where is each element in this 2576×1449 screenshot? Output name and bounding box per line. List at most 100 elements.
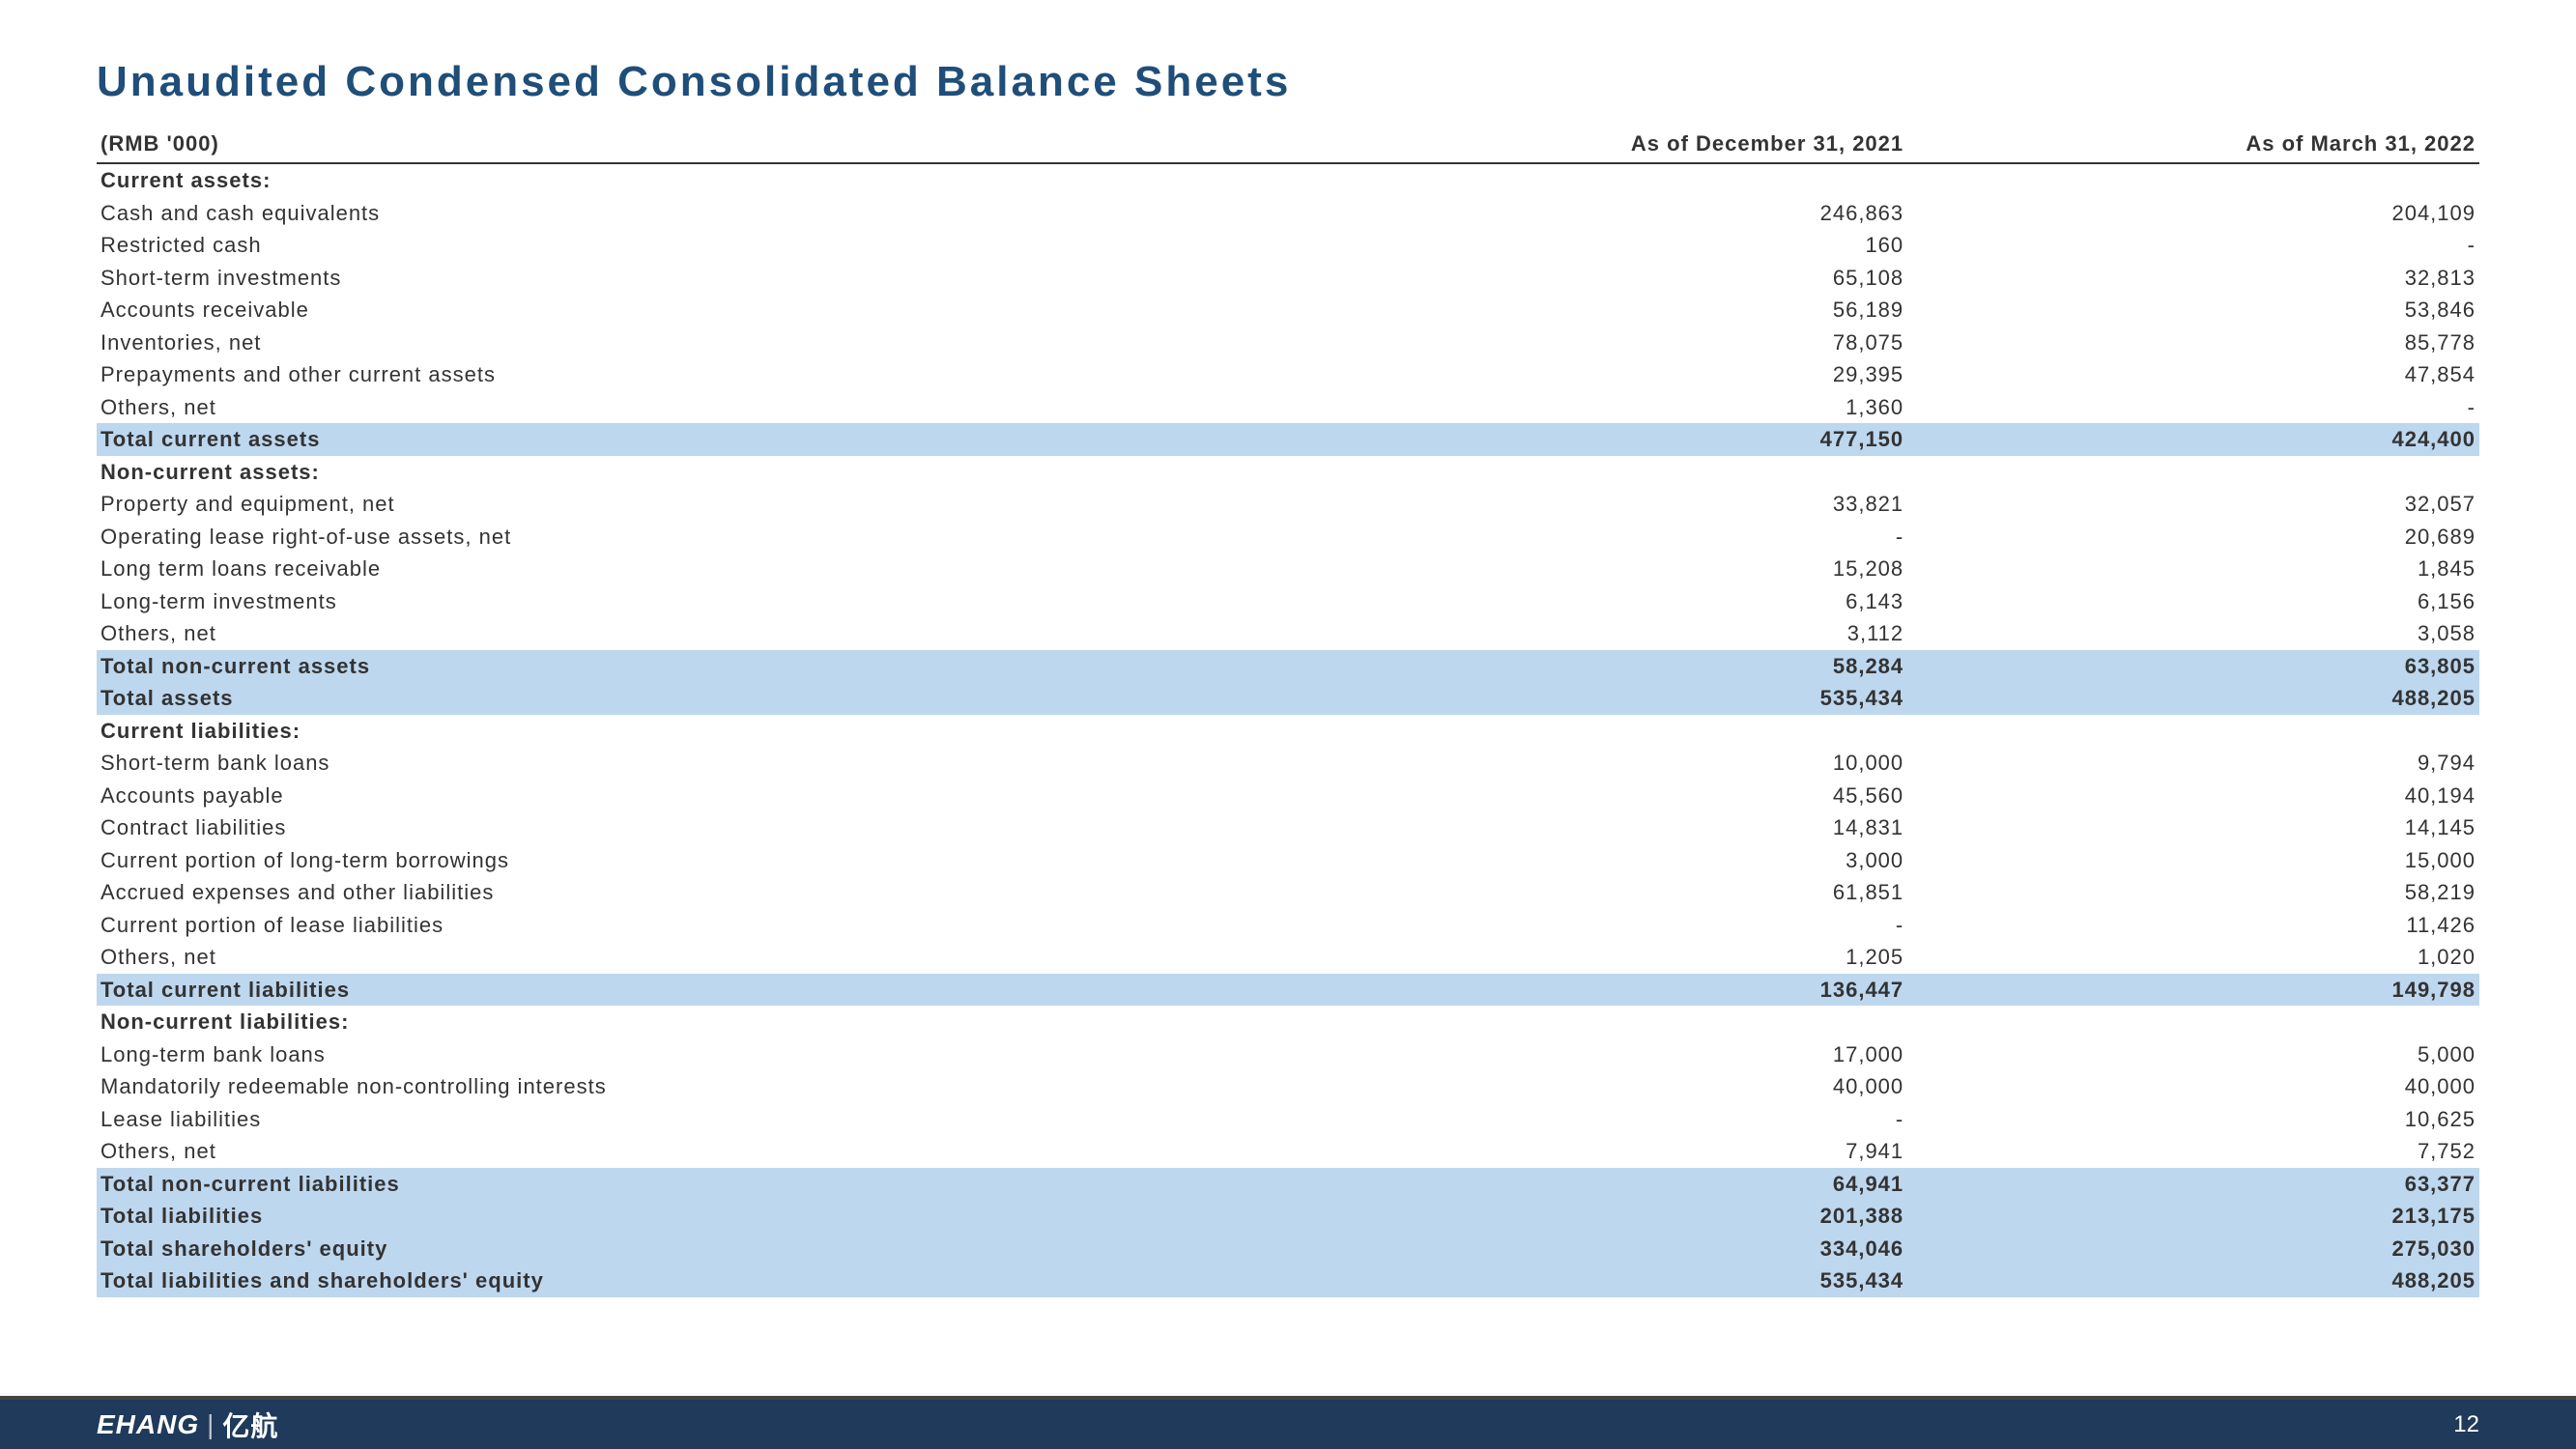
row-value-1: 3,112 — [1335, 617, 1907, 650]
table-row: Long-term bank loans17,0005,000 — [97, 1038, 2479, 1071]
brand-logo: EHANG | 亿航 — [97, 1406, 278, 1444]
row-value-1: 246,863 — [1335, 197, 1907, 230]
row-value-1: 15,208 — [1335, 553, 1907, 585]
row-value-1 — [1335, 163, 1907, 197]
row-value-1: - — [1335, 521, 1907, 554]
table-row: Accrued expenses and other liabilities61… — [97, 876, 2479, 909]
row-label: Others, net — [97, 941, 1335, 974]
brand-cn: 亿航 — [222, 1406, 278, 1444]
row-label: Current liabilities: — [97, 715, 1335, 748]
row-label: Total non-current liabilities — [97, 1168, 1335, 1201]
row-value-2: 85,778 — [1907, 327, 2479, 359]
table-row: Total non-current assets58,28463,805 — [97, 650, 2479, 683]
table-row: Total liabilities and shareholders' equi… — [97, 1264, 2479, 1297]
row-value-1: 58,284 — [1335, 650, 1907, 683]
row-value-1: 160 — [1335, 229, 1907, 262]
row-value-2: 47,854 — [1907, 358, 2479, 391]
row-value-2: 1,020 — [1907, 941, 2479, 974]
row-value-2: 14,145 — [1907, 811, 2479, 844]
table-row: Others, net7,9417,752 — [97, 1135, 2479, 1168]
row-label: Total liabilities and shareholders' equi… — [97, 1264, 1335, 1297]
row-value-2 — [1907, 1006, 2479, 1038]
table-row: Others, net3,1123,058 — [97, 617, 2479, 650]
row-value-1: 136,447 — [1335, 974, 1907, 1007]
header-col2: As of March 31, 2022 — [1907, 126, 2479, 163]
row-label: Property and equipment, net — [97, 488, 1335, 521]
table-row: Mandatorily redeemable non-controlling i… — [97, 1070, 2479, 1103]
row-value-1: 29,395 — [1335, 358, 1907, 391]
row-label: Contract liabilities — [97, 811, 1335, 844]
table-row: Others, net1,2051,020 — [97, 941, 2479, 974]
table-row: Non-current assets: — [97, 456, 2479, 489]
row-value-1: 477,150 — [1335, 423, 1907, 456]
row-value-1: 61,851 — [1335, 876, 1907, 909]
table-row: Total assets535,434488,205 — [97, 682, 2479, 715]
row-value-1: 17,000 — [1335, 1038, 1907, 1071]
row-label: Accrued expenses and other liabilities — [97, 876, 1335, 909]
table-row: Total non-current liabilities64,94163,37… — [97, 1168, 2479, 1201]
row-label: Others, net — [97, 391, 1335, 424]
row-label: Total current assets — [97, 423, 1335, 456]
row-value-2: 53,846 — [1907, 294, 2479, 327]
row-value-1: - — [1335, 909, 1907, 942]
row-value-2 — [1907, 456, 2479, 489]
row-value-1 — [1335, 1006, 1907, 1038]
row-value-2: 63,377 — [1907, 1168, 2479, 1201]
row-label: Non-current liabilities: — [97, 1006, 1335, 1038]
row-value-2: 32,057 — [1907, 488, 2479, 521]
table-row: Short-term bank loans10,0009,794 — [97, 747, 2479, 780]
row-label: Long term loans receivable — [97, 553, 1335, 585]
row-value-2: 58,219 — [1907, 876, 2479, 909]
row-label: Operating lease right-of-use assets, net — [97, 521, 1335, 554]
row-label: Others, net — [97, 617, 1335, 650]
row-value-1: 201,388 — [1335, 1200, 1907, 1233]
footer-bar: EHANG | 亿航 12 — [0, 1396, 2576, 1449]
row-label: Short-term investments — [97, 262, 1335, 295]
row-label: Total non-current assets — [97, 650, 1335, 683]
row-value-2: 10,625 — [1907, 1103, 2479, 1136]
row-value-2: 204,109 — [1907, 197, 2479, 230]
row-value-2: 213,175 — [1907, 1200, 2479, 1233]
row-label: Long-term investments — [97, 585, 1335, 618]
row-value-2: 424,400 — [1907, 423, 2479, 456]
row-value-1: 6,143 — [1335, 585, 1907, 618]
row-value-1: 65,108 — [1335, 262, 1907, 295]
row-label: Restricted cash — [97, 229, 1335, 262]
row-value-1: 535,434 — [1335, 1264, 1907, 1297]
row-value-1: 56,189 — [1335, 294, 1907, 327]
row-label: Current portion of lease liabilities — [97, 909, 1335, 942]
row-label: Total liabilities — [97, 1200, 1335, 1233]
table-header-row: (RMB '000) As of December 31, 2021 As of… — [97, 126, 2479, 163]
table-row: Cash and cash equivalents246,863204,109 — [97, 197, 2479, 230]
brand-en: EHANG — [97, 1409, 199, 1440]
table-row: Current portion of lease liabilities-11,… — [97, 909, 2479, 942]
row-label: Cash and cash equivalents — [97, 197, 1335, 230]
row-value-2: 275,030 — [1907, 1233, 2479, 1265]
table-row: Total current liabilities136,447149,798 — [97, 974, 2479, 1007]
row-label: Total shareholders' equity — [97, 1233, 1335, 1265]
table-row: Property and equipment, net33,82132,057 — [97, 488, 2479, 521]
row-label: Total current liabilities — [97, 974, 1335, 1007]
row-value-1: 10,000 — [1335, 747, 1907, 780]
row-label: Lease liabilities — [97, 1103, 1335, 1136]
row-value-2 — [1907, 163, 2479, 197]
header-col1: As of December 31, 2021 — [1335, 126, 1907, 163]
table-row: Restricted cash160- — [97, 229, 2479, 262]
table-row: Total current assets477,150424,400 — [97, 423, 2479, 456]
row-value-1: 45,560 — [1335, 780, 1907, 812]
table-body: Current assets:Cash and cash equivalents… — [97, 163, 2479, 1297]
row-value-1: 40,000 — [1335, 1070, 1907, 1103]
table-row: Accounts receivable56,18953,846 — [97, 294, 2479, 327]
row-value-2: 63,805 — [1907, 650, 2479, 683]
table-row: Inventories, net78,07585,778 — [97, 327, 2479, 359]
table-row: Accounts payable45,56040,194 — [97, 780, 2479, 812]
row-label: Long-term bank loans — [97, 1038, 1335, 1071]
brand-separator: | — [207, 1409, 215, 1440]
row-label: Current portion of long-term borrowings — [97, 844, 1335, 877]
row-value-2: 20,689 — [1907, 521, 2479, 554]
row-value-2: 3,058 — [1907, 617, 2479, 650]
table-row: Total shareholders' equity334,046275,030 — [97, 1233, 2479, 1265]
row-value-2: - — [1907, 229, 2479, 262]
row-label: Prepayments and other current assets — [97, 358, 1335, 391]
table-row: Operating lease right-of-use assets, net… — [97, 521, 2479, 554]
